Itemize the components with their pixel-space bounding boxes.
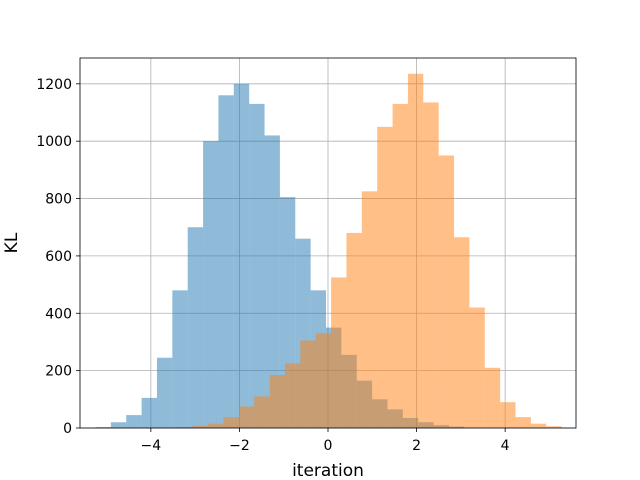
histogram-bar-series-2 [361, 191, 378, 428]
histogram-bar-series-2 [377, 126, 393, 428]
histogram-bar-series-2 [500, 402, 516, 428]
y-tick-label: 1000 [36, 134, 72, 150]
histogram-bar-series-2 [208, 423, 224, 428]
y-axis-label: KL [2, 232, 22, 253]
histogram-bar-series-2 [423, 102, 439, 428]
histogram-bar-series-2 [438, 155, 455, 428]
histogram-bar-series-2 [515, 417, 531, 428]
y-tick-label: 200 [45, 364, 72, 380]
histogram-bar-series-2 [346, 232, 362, 428]
x-tick-label: −2 [229, 438, 250, 454]
histogram-bar-series-2 [454, 237, 470, 428]
histogram-bar-series-1 [249, 103, 265, 428]
histogram-bar-series-1 [95, 427, 111, 428]
histogram-bar-series-1 [172, 290, 188, 428]
histogram-bar-series-1 [203, 141, 219, 429]
histogram-bar-series-2 [177, 427, 193, 428]
histogram-bar-series-2 [254, 396, 270, 428]
x-tick-label: −4 [141, 438, 162, 454]
histogram-bar-series-2 [546, 426, 562, 428]
histogram-bar-series-2 [223, 417, 239, 428]
x-tick-label: 0 [324, 438, 333, 454]
bars-layer [95, 73, 562, 429]
y-tick-label: 1200 [36, 77, 72, 93]
y-tick-label: 800 [45, 192, 72, 208]
histogram-bar-series-2 [192, 425, 209, 428]
x-axis-label: iteration [292, 461, 364, 480]
histogram-bar-series-1 [187, 227, 204, 428]
ticks-layer: −4 −2 0 2 4 0 200 400 600 800 1000 1200 [36, 77, 509, 454]
histogram-bar-series-1 [126, 415, 142, 428]
histogram-bar-series-1 [141, 397, 157, 428]
histogram-bar-series-2 [300, 340, 316, 428]
histogram-bar-series-2 [315, 333, 332, 428]
x-tick-label: 2 [412, 438, 421, 454]
histogram-bar-series-2 [484, 367, 501, 428]
y-tick-label: 600 [45, 249, 72, 265]
histogram-bar-series-1 [218, 95, 234, 429]
histogram-bar-series-1 [110, 422, 127, 428]
histogram-bar-series-2 [407, 73, 424, 428]
histogram-bar-series-2 [530, 423, 547, 428]
histogram-bar-series-2 [331, 277, 347, 428]
histogram-bar-series-1 [264, 135, 280, 428]
histogram-bar-series-2 [284, 363, 301, 428]
histogram-bar-series-2 [392, 103, 408, 428]
histogram-bar-series-1 [233, 83, 250, 428]
y-tick-label: 0 [63, 421, 72, 437]
x-tick-label: 4 [501, 438, 510, 454]
histogram-bar-series-2 [469, 307, 485, 428]
histogram-bar-series-2 [269, 374, 285, 428]
histogram-bar-series-2 [238, 406, 255, 428]
y-tick-label: 400 [45, 306, 72, 322]
histogram-bar-series-1 [156, 357, 173, 428]
